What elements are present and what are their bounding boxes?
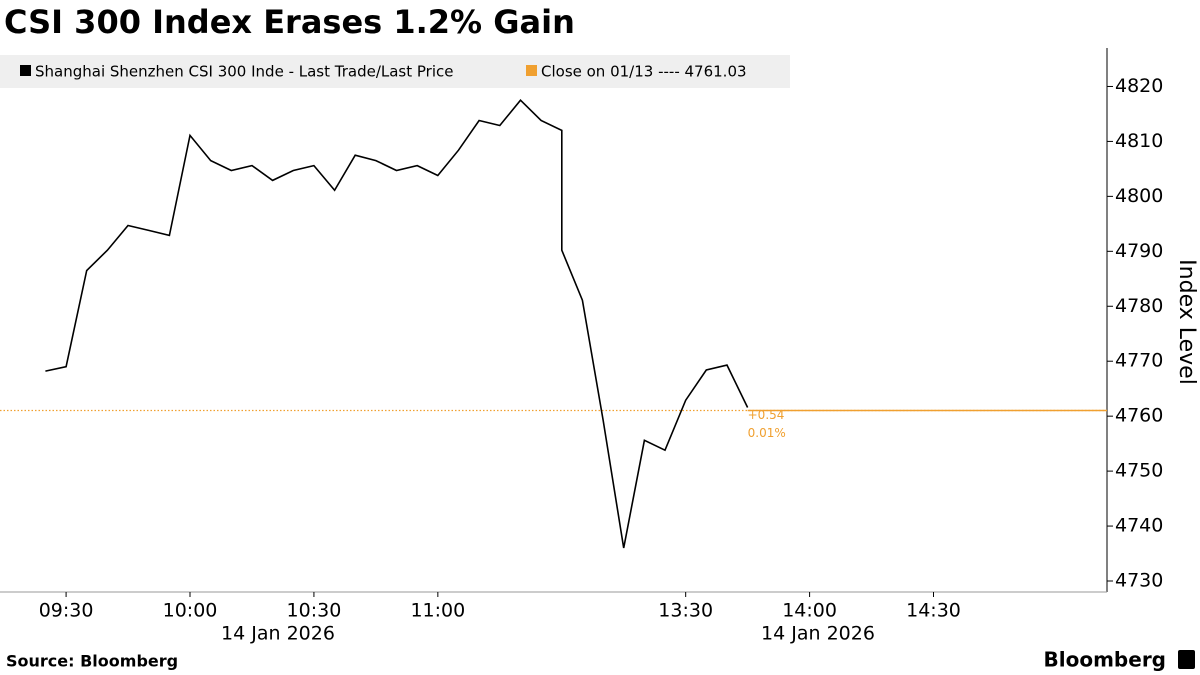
x-tick-label: 11:00 [410, 600, 465, 622]
legend-label: Close on 01/13 ---- 4761.03 [541, 63, 747, 81]
source: Source: Bloomberg [6, 652, 178, 671]
change-annotation: +0.54 [748, 408, 785, 422]
legend-box [0, 55, 790, 88]
x-tick-label: 10:30 [287, 600, 342, 622]
legend-swatch [20, 65, 31, 76]
y-tick-label: 4730 [1115, 570, 1163, 592]
brand-icon [1178, 650, 1195, 669]
legend-label: Shanghai Shenzhen CSI 300 Inde - Last Tr… [35, 63, 453, 81]
y-tick-label: 4750 [1115, 460, 1163, 482]
change-annotation: 0.01% [748, 426, 786, 440]
price-line [45, 99, 749, 549]
x-date-label: 14 Jan 2026 [761, 623, 875, 645]
x-tick-label: 13:30 [658, 600, 713, 622]
x-tick-label: 14:00 [782, 600, 837, 622]
y-tick-label: 4760 [1115, 405, 1163, 427]
brand: Bloomberg [1044, 648, 1166, 672]
y-tick-label: 4810 [1115, 130, 1163, 152]
chart-title: CSI 300 Index Erases 1.2% Gain [4, 3, 575, 41]
x-tick-label: 14:30 [906, 600, 961, 622]
x-date-label: 14 Jan 2026 [221, 623, 335, 645]
legend-swatch [526, 65, 537, 76]
y-tick-label: 4740 [1115, 515, 1163, 537]
y-tick-label: 4820 [1115, 75, 1163, 97]
x-tick-label: 09:30 [39, 600, 94, 622]
y-tick-label: 4790 [1115, 240, 1163, 262]
y-tick-label: 4770 [1115, 350, 1163, 372]
y-tick-label: 4780 [1115, 295, 1163, 317]
x-tick-label: 10:00 [163, 600, 218, 622]
y-axis-label: Index Level [1174, 259, 1199, 385]
y-tick-label: 4800 [1115, 185, 1163, 207]
